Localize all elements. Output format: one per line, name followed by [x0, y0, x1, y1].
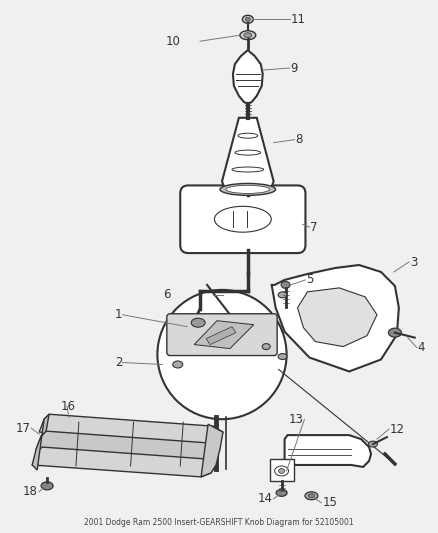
Polygon shape	[222, 118, 273, 191]
Polygon shape	[39, 414, 223, 444]
Ellipse shape	[368, 441, 377, 447]
Ellipse shape	[388, 328, 400, 337]
Polygon shape	[284, 435, 370, 467]
FancyBboxPatch shape	[180, 185, 305, 253]
Text: 2001 Dodge Ram 2500 Insert-GEARSHIFT Knob Diagram for 52105001: 2001 Dodge Ram 2500 Insert-GEARSHIFT Kno…	[84, 518, 353, 527]
Ellipse shape	[41, 482, 53, 490]
Text: 15: 15	[321, 496, 336, 509]
Text: 6: 6	[163, 288, 170, 301]
Text: 16: 16	[60, 400, 75, 413]
Text: 18: 18	[22, 486, 37, 498]
Polygon shape	[32, 414, 49, 470]
Polygon shape	[297, 288, 376, 346]
Text: 5: 5	[306, 273, 313, 286]
Polygon shape	[271, 265, 398, 372]
Ellipse shape	[304, 492, 317, 500]
Text: 7: 7	[310, 221, 317, 233]
Text: 2: 2	[115, 356, 122, 369]
Ellipse shape	[243, 33, 251, 38]
FancyBboxPatch shape	[166, 314, 276, 356]
Text: 4: 4	[417, 341, 424, 354]
Ellipse shape	[242, 15, 253, 23]
Polygon shape	[205, 327, 235, 345]
Ellipse shape	[278, 469, 284, 473]
Ellipse shape	[278, 292, 286, 298]
Text: 9: 9	[290, 61, 297, 75]
Polygon shape	[201, 424, 223, 477]
Text: 8: 8	[295, 133, 302, 146]
Ellipse shape	[278, 353, 286, 360]
Text: 11: 11	[290, 13, 305, 26]
Polygon shape	[36, 431, 219, 461]
Ellipse shape	[308, 494, 314, 498]
Text: 10: 10	[165, 35, 180, 47]
Ellipse shape	[276, 489, 286, 496]
Ellipse shape	[239, 31, 255, 39]
Polygon shape	[194, 321, 253, 349]
Text: 12: 12	[389, 423, 404, 435]
Ellipse shape	[226, 185, 269, 193]
Polygon shape	[233, 50, 262, 104]
Ellipse shape	[191, 318, 205, 327]
Ellipse shape	[219, 183, 275, 196]
Text: 1: 1	[115, 308, 122, 321]
Ellipse shape	[280, 281, 290, 288]
Text: 17: 17	[15, 422, 30, 434]
Ellipse shape	[245, 17, 250, 21]
Text: 14: 14	[257, 492, 272, 505]
Polygon shape	[32, 447, 215, 477]
Ellipse shape	[173, 361, 182, 368]
Text: 13: 13	[288, 413, 303, 426]
Polygon shape	[269, 459, 293, 481]
Circle shape	[157, 290, 286, 419]
Ellipse shape	[261, 344, 269, 350]
Text: 3: 3	[409, 255, 416, 269]
